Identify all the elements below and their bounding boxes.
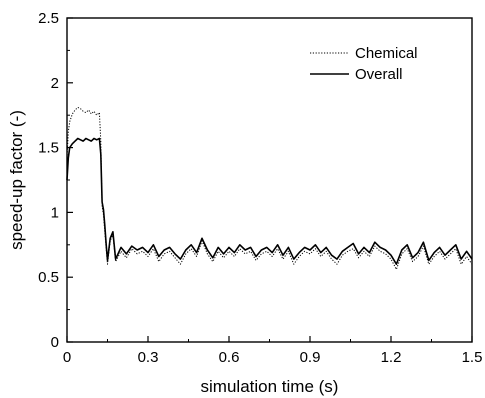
y-tick-label: 2.5 xyxy=(38,10,59,27)
y-tick-label: 1.5 xyxy=(38,140,59,157)
legend-label-chemical: Chemical xyxy=(355,45,418,62)
y-axis-title: speed-up factor (-) xyxy=(7,110,26,250)
x-axis-title: simulation time (s) xyxy=(201,377,339,396)
plot-frame xyxy=(66,17,473,343)
x-axis: 0 0.3 0.6 0.9 1.2 1.5 xyxy=(63,336,483,366)
series-line-overall xyxy=(66,137,473,266)
series-line-chemical xyxy=(66,106,473,270)
x-tick-label: 0.3 xyxy=(138,349,159,366)
y-tick-label: 2 xyxy=(51,75,59,92)
legend-label-overall: Overall xyxy=(355,66,403,83)
x-tick-label: 0.9 xyxy=(300,349,321,366)
x-tick-label: 1.5 xyxy=(462,349,483,366)
y-tick-label: 0 xyxy=(51,334,59,351)
x-tick-label: 1.2 xyxy=(381,349,402,366)
y-axis: 0 0.5 1 1.5 2 2.5 xyxy=(38,10,73,351)
x-tick-label: 0 xyxy=(63,349,71,366)
legend: Chemical Overall xyxy=(310,45,418,83)
series-layer xyxy=(66,106,473,270)
x-tick-label: 0.6 xyxy=(219,349,240,366)
y-tick-label: 0.5 xyxy=(38,269,59,286)
y-tick-label: 1 xyxy=(51,204,59,221)
